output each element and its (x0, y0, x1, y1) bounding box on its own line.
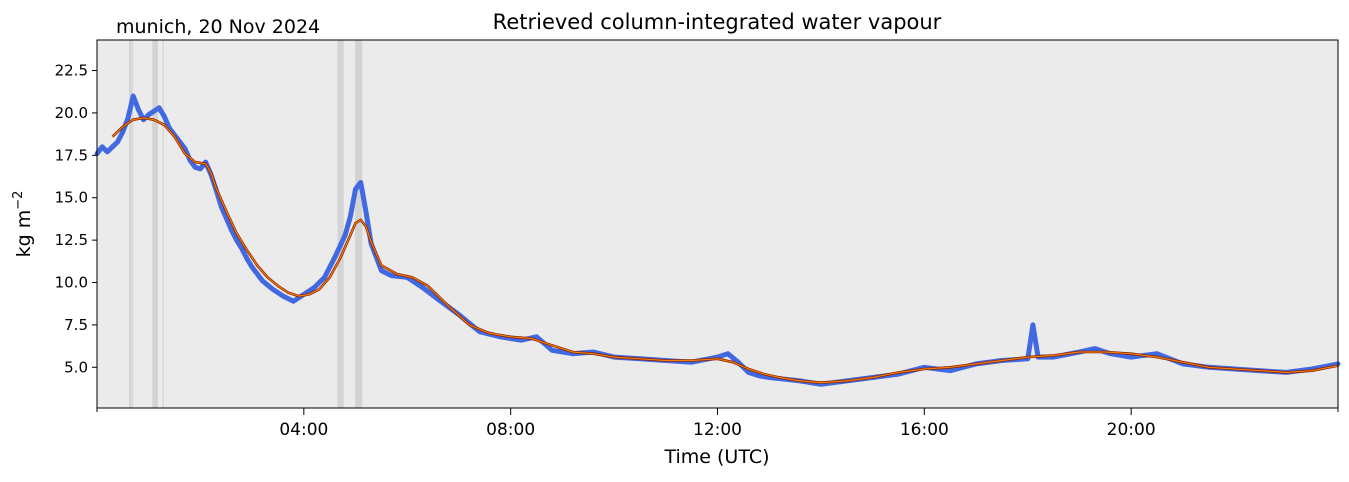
plot-area (97, 40, 1338, 408)
y-tick-label: 7.5 (64, 316, 88, 334)
scatter-point (757, 374, 761, 378)
scatter-point (1129, 355, 1133, 359)
scatter-point (116, 140, 120, 144)
scatter-point (421, 285, 425, 290)
scatter-point (534, 335, 539, 339)
scatter-point (1155, 352, 1159, 356)
scatter-point (219, 204, 223, 208)
scatter-point (240, 246, 244, 251)
x-tick-label: 12:00 (693, 420, 742, 440)
scatter-point (281, 294, 285, 298)
scatter-point (235, 238, 239, 242)
scatter-point (948, 369, 952, 373)
y-tick-label: 10.0 (55, 274, 88, 292)
scatter-point (105, 150, 109, 154)
gap-span (152, 40, 159, 408)
scatter-point (110, 145, 115, 149)
scatter-point (312, 285, 316, 290)
scatter-point (364, 209, 368, 213)
scatter-point (322, 275, 327, 280)
scatter-point (379, 269, 383, 273)
x-tick-label: 08:00 (486, 420, 535, 440)
scatter-point (348, 214, 352, 218)
x-axis: 04:00 08:00 12:00 16:00 20:00 (96, 408, 1339, 440)
y-axis-label: kg m−2 (11, 191, 35, 258)
scatter-point (224, 216, 228, 220)
y-tick-label: 17.5 (55, 146, 88, 164)
water-vapour-smoothed-line (111, 116, 1339, 384)
scatter-point (1031, 323, 1035, 327)
scatter-point (1093, 347, 1097, 351)
scatter-point (291, 299, 296, 303)
scatter-point (359, 180, 363, 185)
gap-span (162, 40, 164, 408)
x-tick-label: 16:00 (900, 420, 949, 440)
scatter-point (131, 94, 135, 98)
scatter-point (136, 107, 140, 112)
x-axis-label: Time (UTC) (663, 446, 769, 468)
scatter-point (726, 352, 730, 356)
gap-span (129, 40, 132, 408)
scatter-point (250, 265, 254, 269)
scatter-point (746, 370, 751, 374)
y-axis-label-exponent: −2 (11, 191, 26, 210)
scatter-point (478, 330, 482, 334)
x-tick-label: 20:00 (1107, 420, 1156, 440)
smoothed-line (112, 117, 1339, 384)
scatter-point (353, 187, 358, 191)
scatter-point (229, 228, 234, 232)
y-tick-label: 20.0 (55, 104, 88, 122)
scatter-point (193, 165, 197, 169)
scatter-point (333, 255, 337, 259)
x-tick-label: 04:00 (279, 420, 328, 440)
gap-span (337, 40, 344, 408)
scatter-point (271, 287, 275, 291)
y-tick-label: 5.0 (64, 358, 88, 376)
scatter-point (157, 106, 161, 110)
scatter-point (100, 145, 104, 149)
scatter-point (343, 233, 347, 237)
gap-span (355, 40, 363, 408)
y-tick-label: 15.0 (55, 189, 88, 207)
data-gap-spans (129, 40, 363, 408)
chart-title: Retrieved column-integrated water vapour (493, 10, 942, 34)
y-tick-label: 22.5 (55, 62, 88, 80)
y-axis-label-unit: kg m (13, 210, 35, 258)
scatter-point (183, 146, 187, 151)
scatter-point (126, 116, 130, 120)
y-axis: 5.0 7.5 10.0 12.5 15.0 17.5 20.0 22.5 (55, 62, 97, 376)
scatter-point (519, 338, 523, 342)
scatter-point (162, 114, 166, 118)
scatter-point (245, 257, 249, 261)
scatter-point (390, 274, 394, 278)
y-tick-label: 12.5 (55, 231, 88, 249)
scatter-point (550, 348, 554, 352)
scatter-point (260, 279, 265, 283)
scatter-point (147, 113, 151, 117)
scatter-point (198, 167, 203, 171)
scatter-point (121, 129, 125, 134)
gap-span (132, 40, 134, 408)
location-date-label: munich, 20 Nov 2024 (116, 16, 320, 38)
